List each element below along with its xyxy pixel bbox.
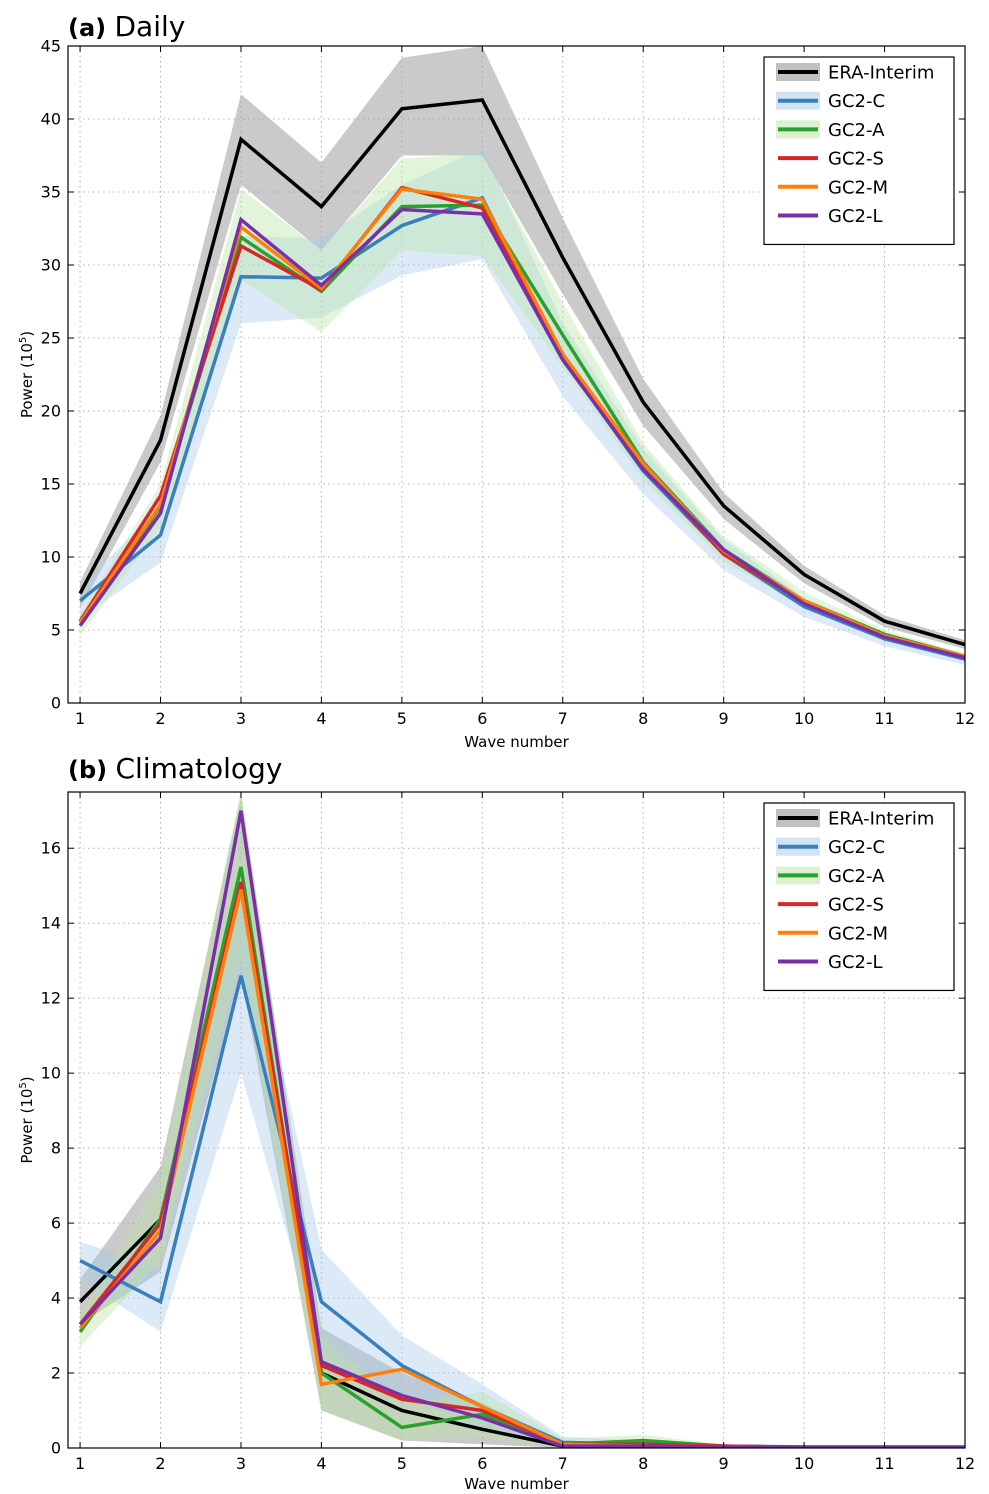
legend-label-gc2-l: GC2-L	[828, 206, 883, 227]
x-tick-label: 6	[477, 1454, 487, 1473]
y-axis-label: Power (105)	[18, 331, 36, 418]
panel-letter: (b)	[68, 756, 115, 784]
x-tick-label: 5	[397, 709, 407, 728]
legend-label-gc2-l: GC2-L	[828, 952, 883, 973]
series-line-era-interim	[78, 98, 965, 647]
y-tick-label: 15	[41, 475, 61, 494]
x-tick-label: 7	[558, 1454, 568, 1473]
legend-label-gc2-s: GC2-S	[828, 149, 884, 170]
legend-label-era-interim: ERA-Interim	[828, 63, 934, 84]
y-tick-label: 14	[41, 914, 61, 933]
y-tick-label: 6	[51, 1214, 61, 1233]
y-tick-label: 4	[51, 1289, 61, 1308]
y-tick-label: 30	[41, 256, 61, 275]
x-tick-label: 10	[794, 1454, 814, 1473]
x-tick-label: 8	[638, 709, 648, 728]
y-tick-label: 8	[51, 1139, 61, 1158]
plot-area	[78, 46, 965, 665]
x-tick-label: 1	[75, 1454, 85, 1473]
y-tick-label: 12	[41, 989, 61, 1008]
x-tick-label: 4	[316, 709, 326, 728]
y-tick-label: 0	[51, 1439, 61, 1458]
x-tick-label: 4	[316, 1454, 326, 1473]
y-tick-label: 25	[41, 329, 61, 348]
x-tick-label: 2	[155, 709, 165, 728]
legend-label-era-interim: ERA-Interim	[828, 809, 934, 830]
y-tick-label: 10	[41, 548, 61, 567]
y-tick-label: 35	[41, 183, 61, 202]
y-axis-label-exponent: 5	[18, 1082, 29, 1088]
x-tick-label: 10	[794, 709, 814, 728]
panel-title-text: Daily	[115, 10, 186, 43]
y-tick-label: 0	[51, 694, 61, 713]
x-tick-label: 2	[155, 1454, 165, 1473]
y-tick-label: 2	[51, 1364, 61, 1383]
legend-label-gc2-a: GC2-A	[828, 120, 885, 141]
y-axis-label-exponent: 5	[18, 337, 29, 343]
legend-box	[763, 802, 955, 992]
x-tick-label: 9	[719, 709, 729, 728]
y-tick-label: 40	[41, 110, 61, 129]
legend-label-gc2-a: GC2-A	[828, 866, 885, 887]
x-tick-label: 12	[955, 1454, 975, 1473]
plot-frame	[67, 791, 966, 1449]
legend-label-gc2-s: GC2-S	[828, 895, 884, 916]
series-line-gc2-l	[78, 810, 965, 1448]
x-axis-label: Wave number	[464, 1475, 569, 1493]
y-axis-label-close: )	[18, 1076, 36, 1082]
y-axis-label-text: Power (10	[18, 1089, 36, 1164]
band-gc2-a	[80, 792, 965, 1448]
legend: ERA-Interim GC2-C GC2-A GC2-S GC2-M GC2-L	[763, 56, 955, 246]
y-tick-label: 45	[41, 37, 61, 56]
x-tick-label: 9	[719, 1454, 729, 1473]
x-tick-label: 3	[236, 709, 246, 728]
legend-label-gc2-c: GC2-C	[828, 837, 885, 858]
band-era-interim	[80, 795, 965, 1448]
y-axis-label-text: Power (10	[18, 343, 36, 418]
x-tick-label: 1	[75, 709, 85, 728]
legend-label-gc2-m: GC2-M	[828, 177, 888, 198]
plot-frame	[67, 45, 966, 704]
panel-title-text: Climatology	[115, 752, 282, 785]
x-tick-label: 3	[236, 1454, 246, 1473]
panel-title: (a) Daily	[68, 10, 185, 43]
legend-label-gc2-c: GC2-C	[828, 91, 885, 112]
x-tick-label: 12	[955, 709, 975, 728]
y-axis-label-close: )	[18, 331, 36, 337]
x-tick-label: 8	[638, 1454, 648, 1473]
panel-title: (b) Climatology	[68, 752, 282, 785]
legend-box	[763, 56, 955, 246]
x-tick-label: 6	[477, 709, 487, 728]
y-tick-label: 5	[51, 621, 61, 640]
y-axis-label: Power (105)	[18, 1076, 36, 1163]
x-tick-label: 11	[874, 709, 894, 728]
y-tick-label: 10	[41, 1064, 61, 1083]
x-tick-label: 11	[874, 1454, 894, 1473]
band-era-interim	[80, 46, 965, 649]
y-tick-label: 20	[41, 402, 61, 421]
series-line-gc2-l	[78, 207, 965, 660]
x-tick-label: 5	[397, 1454, 407, 1473]
legend-label-gc2-m: GC2-M	[828, 923, 888, 944]
x-axis-label: Wave number	[464, 733, 569, 751]
x-tick-label: 7	[558, 709, 568, 728]
plot-area	[78, 792, 965, 1448]
y-tick-label: 16	[41, 839, 61, 858]
legend: ERA-Interim GC2-C GC2-A GC2-S GC2-M GC2-L	[763, 802, 955, 992]
panel-letter: (a)	[68, 14, 115, 42]
